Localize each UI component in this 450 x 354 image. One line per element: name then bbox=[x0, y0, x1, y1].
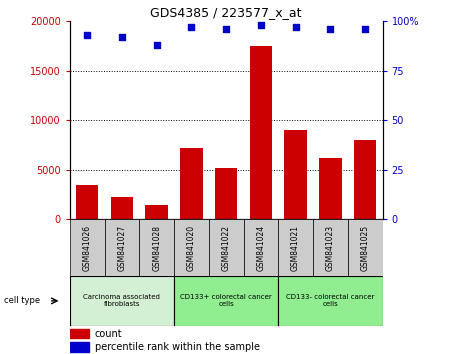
Point bbox=[188, 24, 195, 30]
Bar bbox=[70, 342, 89, 352]
Bar bbox=[180, 148, 202, 219]
Point bbox=[118, 34, 126, 40]
Bar bbox=[313, 219, 348, 276]
Bar bbox=[243, 219, 278, 276]
Bar bbox=[209, 219, 243, 276]
Bar bbox=[250, 46, 272, 219]
Text: GSM841027: GSM841027 bbox=[117, 225, 126, 271]
Bar bbox=[348, 219, 382, 276]
Text: GSM841022: GSM841022 bbox=[221, 225, 230, 271]
Bar bbox=[145, 205, 168, 219]
Bar bbox=[174, 219, 209, 276]
Bar bbox=[111, 197, 133, 219]
Point bbox=[222, 26, 230, 32]
Bar bbox=[215, 168, 238, 219]
Bar bbox=[76, 185, 99, 219]
Bar bbox=[70, 276, 174, 326]
Point bbox=[292, 24, 299, 30]
Bar bbox=[104, 219, 139, 276]
Text: cell type: cell type bbox=[4, 296, 40, 306]
Text: count: count bbox=[95, 329, 122, 339]
Text: GSM841028: GSM841028 bbox=[152, 225, 161, 271]
Point bbox=[361, 26, 369, 32]
Text: GSM841020: GSM841020 bbox=[187, 225, 196, 271]
Bar bbox=[319, 158, 342, 219]
Text: GSM841024: GSM841024 bbox=[256, 225, 266, 271]
Bar bbox=[174, 276, 278, 326]
Bar bbox=[70, 219, 104, 276]
Bar bbox=[284, 130, 307, 219]
Text: Carcinoma associated
fibroblasts: Carcinoma associated fibroblasts bbox=[83, 295, 160, 307]
Text: GSM841025: GSM841025 bbox=[360, 225, 369, 271]
Point bbox=[84, 32, 91, 38]
Bar bbox=[278, 276, 382, 326]
Text: GSM841021: GSM841021 bbox=[291, 225, 300, 271]
Bar bbox=[278, 219, 313, 276]
Point bbox=[327, 26, 334, 32]
Bar bbox=[354, 140, 376, 219]
Text: CD133- colorectal cancer
cells: CD133- colorectal cancer cells bbox=[286, 295, 374, 307]
Text: GSM841023: GSM841023 bbox=[326, 225, 335, 271]
Bar bbox=[139, 219, 174, 276]
Title: GDS4385 / 223577_x_at: GDS4385 / 223577_x_at bbox=[150, 6, 302, 19]
Point bbox=[257, 22, 265, 28]
Text: GSM841026: GSM841026 bbox=[83, 225, 92, 271]
Text: CD133+ colorectal cancer
cells: CD133+ colorectal cancer cells bbox=[180, 295, 272, 307]
Point bbox=[153, 42, 160, 48]
Text: percentile rank within the sample: percentile rank within the sample bbox=[95, 342, 260, 352]
Bar bbox=[70, 329, 89, 338]
